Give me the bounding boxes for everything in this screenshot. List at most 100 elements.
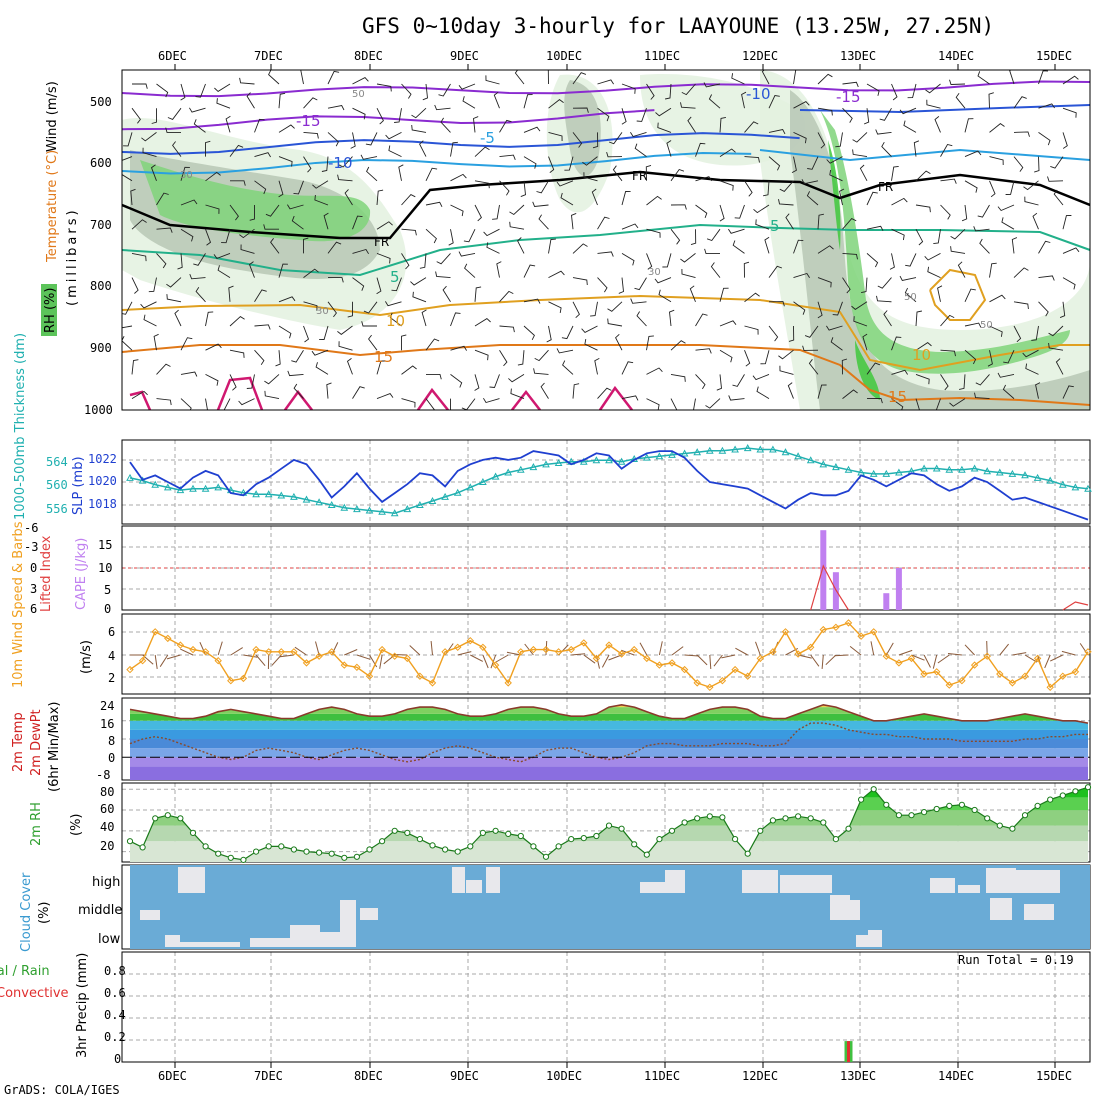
thickness-point <box>479 477 487 485</box>
thickness-point <box>466 483 475 491</box>
wind-barb <box>907 83 917 99</box>
axis-label-convective: Convective <box>0 986 69 1001</box>
wind10m-speed-point <box>416 672 424 680</box>
tick-label: 1020 <box>88 474 117 488</box>
wind10m-speed-point <box>453 643 462 652</box>
day-label: 6DEC <box>158 1069 187 1083</box>
rh2m-point <box>454 848 461 855</box>
wind-barb <box>915 310 922 327</box>
rh2m-point <box>870 786 877 793</box>
wind-barb <box>462 96 476 109</box>
wind-barb <box>1013 156 1024 172</box>
rh2m-point <box>795 813 802 820</box>
wind10m-barb <box>1061 650 1076 656</box>
wind-barb <box>793 272 810 279</box>
wind-barb <box>957 261 966 278</box>
tick-label: 800 <box>90 279 112 293</box>
rh2m-band <box>130 797 1088 811</box>
rh2m-point <box>278 843 285 850</box>
wind-barb <box>123 132 133 147</box>
wind-barb <box>337 174 353 182</box>
li-line <box>1062 601 1089 611</box>
wind10m-barb <box>255 654 266 667</box>
wind-barb <box>989 262 997 278</box>
rh2m-point <box>542 853 550 860</box>
wind-barb <box>509 204 525 216</box>
wind-barb <box>665 83 672 100</box>
wind10m-speed-point <box>466 636 475 645</box>
wind-barb <box>473 116 479 133</box>
wind-barb <box>315 362 329 375</box>
thickness-point <box>214 483 223 491</box>
wind-barb <box>323 212 329 230</box>
wind-barb <box>716 374 722 391</box>
wind-barb <box>654 277 672 284</box>
contour-label-m5: -5 <box>480 129 495 147</box>
thickness-point <box>151 480 160 488</box>
tick-label: 1000 <box>84 403 113 417</box>
wind10m-speed-point <box>869 628 878 636</box>
cloud-cover-bar <box>486 867 500 893</box>
wind-barb <box>621 223 639 230</box>
rh2m-point <box>164 812 171 819</box>
wind-barb <box>435 271 451 279</box>
wind-barb <box>728 228 745 234</box>
wind-barb <box>988 92 994 109</box>
wind-barb <box>891 165 899 181</box>
wind-barb <box>594 357 600 375</box>
wind-barb <box>327 104 345 111</box>
wind-barb <box>866 225 884 231</box>
wind-barb <box>731 73 745 85</box>
rh2m-point <box>1034 802 1041 810</box>
thickness-point <box>920 464 928 472</box>
thickness-point <box>882 469 891 477</box>
wind-barb <box>817 245 834 254</box>
wind-barb <box>278 156 293 167</box>
isotherm-plus10 <box>122 294 1090 372</box>
wind-barb <box>690 229 697 246</box>
wind-barb <box>852 132 868 143</box>
thickness-point <box>163 483 172 491</box>
wind-barb <box>645 164 652 181</box>
tick-label: 0.8 <box>104 964 126 978</box>
rh2m-point <box>605 822 613 829</box>
rh2m-point <box>1084 784 1092 791</box>
rh2m-point <box>366 846 373 853</box>
wind10m-speed-point <box>1084 648 1092 656</box>
wind-barb <box>174 309 182 327</box>
wind-barb <box>401 398 416 408</box>
wind10m-barb <box>964 644 975 656</box>
wind10m-barb <box>243 654 258 658</box>
wind-barb <box>889 253 895 270</box>
tick-label: 60 <box>100 802 114 816</box>
axis-label-lifted-index: Lifted Index <box>39 535 54 612</box>
tick-label: 80 <box>100 785 114 799</box>
axis-label-cloud-unit: (%) <box>37 902 52 925</box>
wind-barb <box>581 325 598 333</box>
thickness-point <box>403 505 412 513</box>
rh2m-point <box>719 814 726 821</box>
wind-barb <box>572 107 589 113</box>
rh2m-point <box>568 836 575 843</box>
wind-barb <box>278 92 286 109</box>
wind10m-speed-point <box>517 648 525 656</box>
wind-barb <box>572 277 588 286</box>
wind10m-barb <box>571 653 586 656</box>
thickness-point <box>491 472 500 480</box>
rh2m-point <box>152 815 159 822</box>
upper-air-wind-barbs <box>122 70 1080 410</box>
wind-barb <box>275 350 281 367</box>
rh2m-point <box>253 848 260 855</box>
rh2m-point <box>517 832 524 840</box>
wind-barb <box>927 266 941 279</box>
wind-barb <box>240 244 255 254</box>
wind-barb <box>560 192 574 206</box>
wind-barb <box>229 316 245 327</box>
rh2m-point <box>732 836 739 843</box>
wind-barb <box>352 248 369 255</box>
cloud-cover-bar <box>340 900 356 947</box>
tick-label: 24 <box>100 699 114 713</box>
wind-barb <box>785 213 794 230</box>
wind-barb <box>205 373 219 386</box>
wind-barb <box>830 337 843 351</box>
